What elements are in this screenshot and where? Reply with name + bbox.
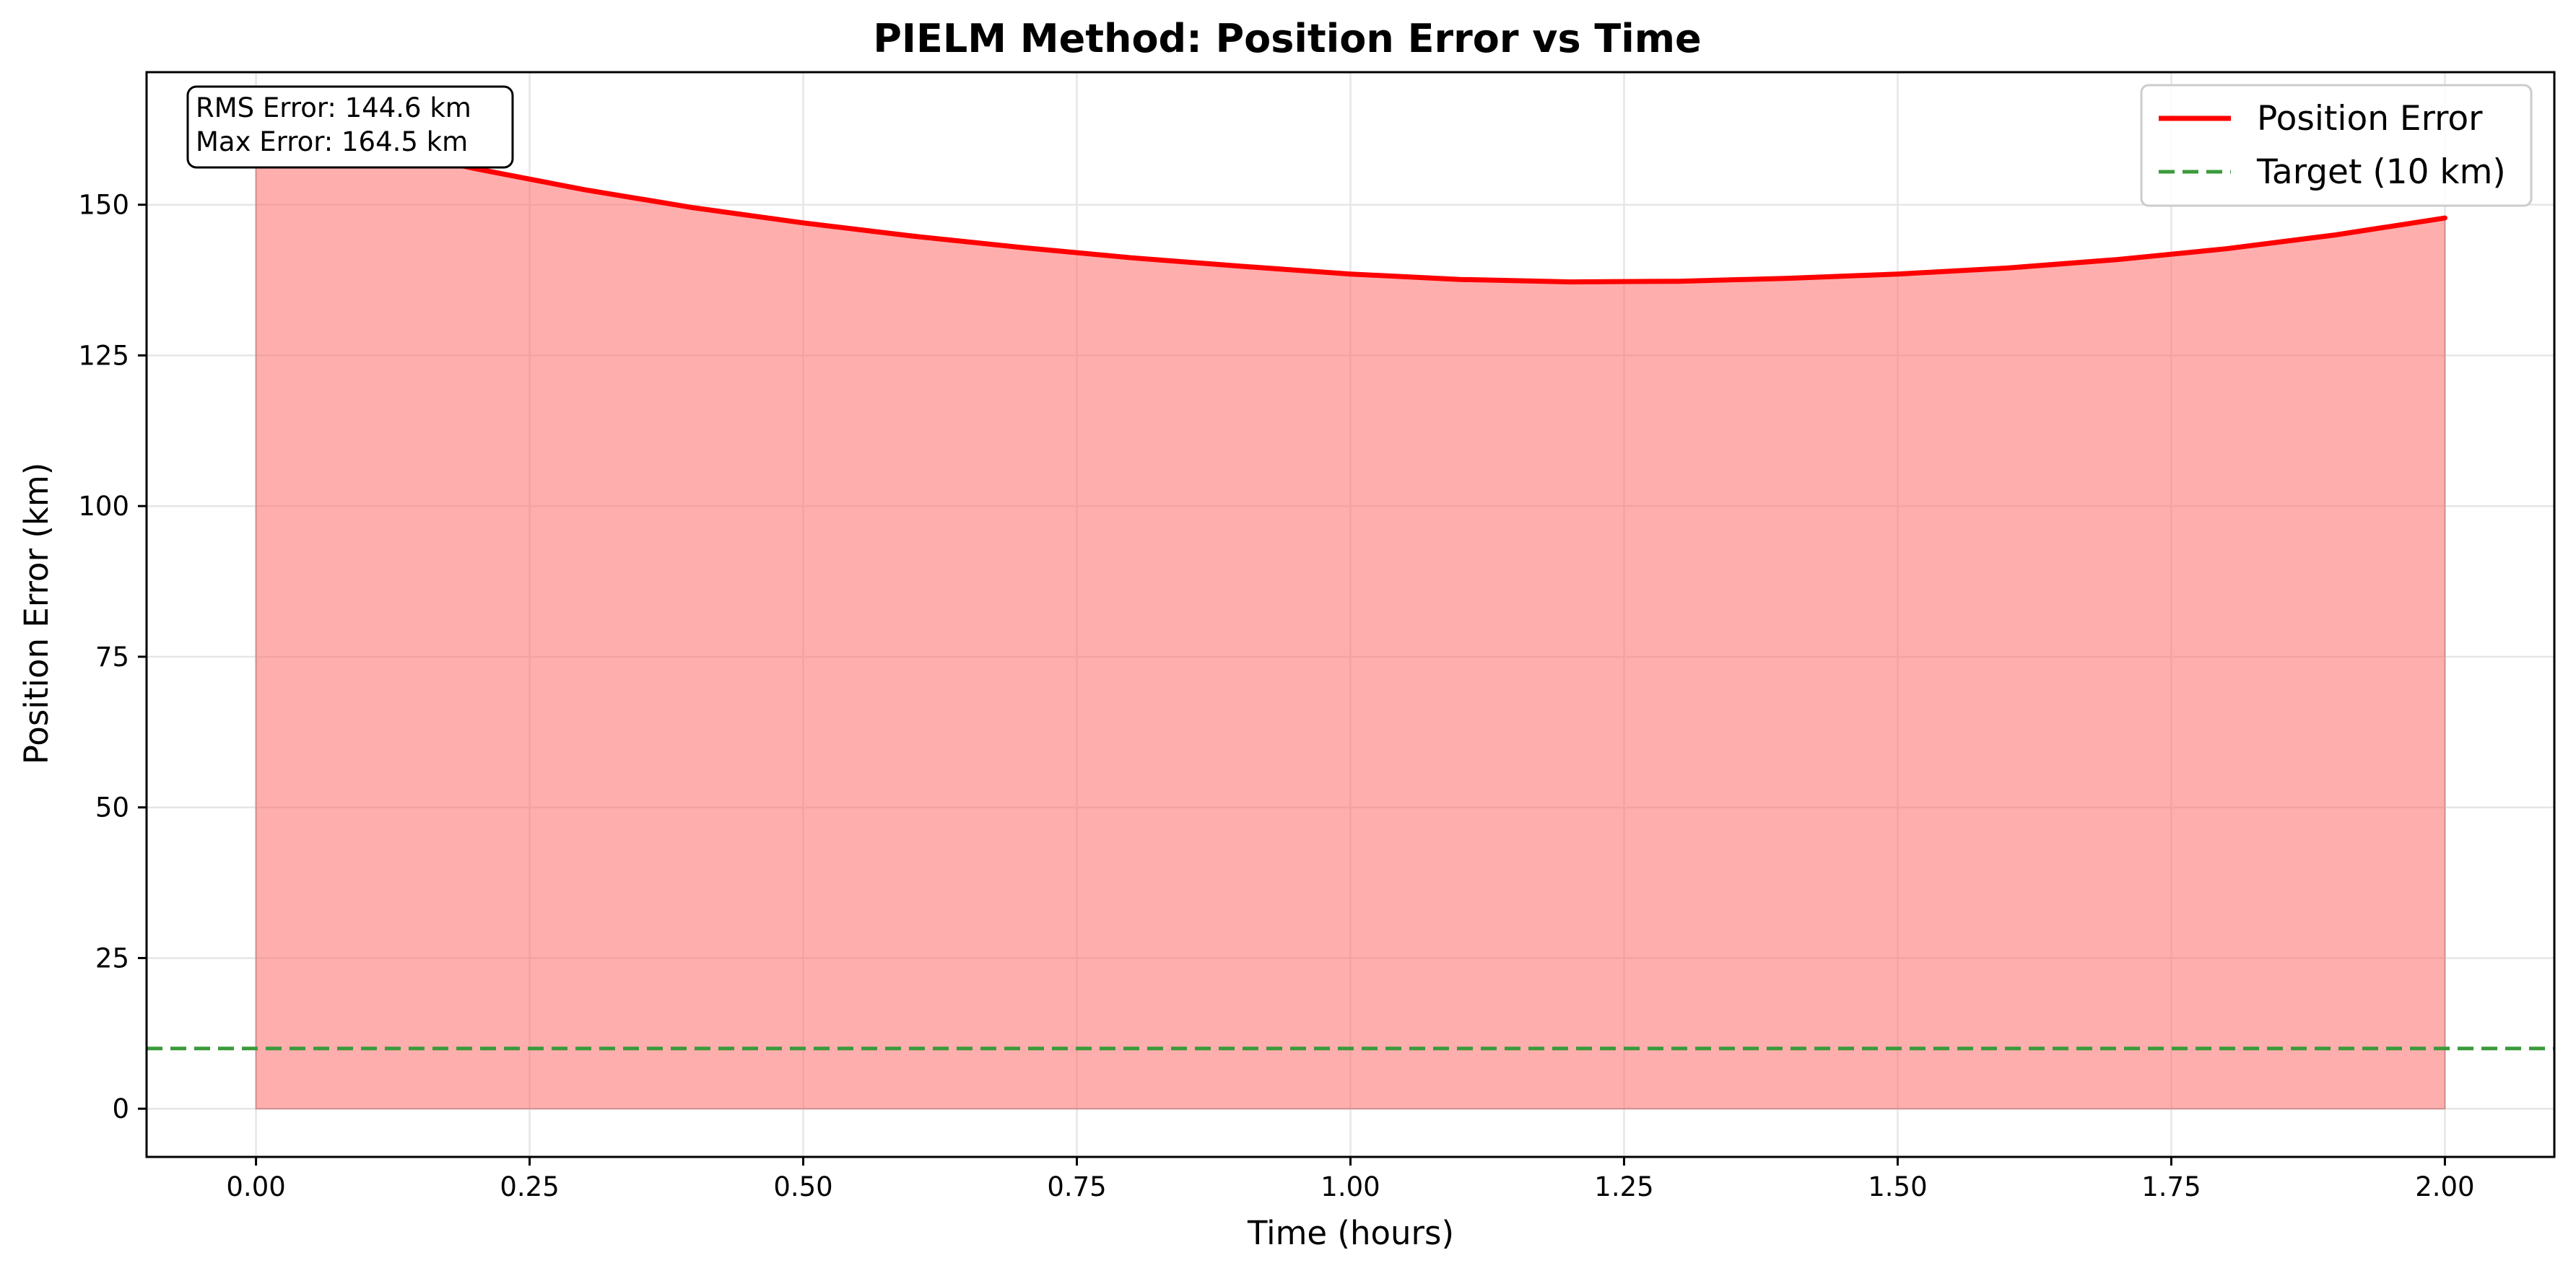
stats-max-text: Max Error: 164.5 km: [196, 126, 468, 157]
stats-rms-text: RMS Error: 144.6 km: [196, 92, 471, 123]
legend-label-target: Target (10 km): [2256, 152, 2506, 192]
x-tick-label: 1.50: [1868, 1171, 1927, 1202]
stats-box: RMS Error: 144.6 km Max Error: 164.5 km: [186, 85, 514, 169]
x-tick-label: 0.50: [773, 1171, 832, 1202]
y-tick-label: 50: [95, 792, 129, 823]
y-axis-label: Position Error (km): [17, 463, 56, 765]
line-layer: [147, 115, 2554, 1051]
y-tick-label: 100: [78, 491, 129, 522]
y-tick-label: 150: [78, 190, 129, 221]
x-tick-label: 0.75: [1047, 1171, 1106, 1202]
x-axis-label: Time (hours): [1247, 1214, 1454, 1252]
tick-layer: 0.00 0.25 0.50 0.75 1.00 1.25 1.50 1.75 2.00 0 25 5…: [78, 190, 2474, 1202]
x-tick-label: 0.00: [226, 1171, 285, 1202]
legend-frame: [2140, 84, 2533, 207]
chart-title: PIELM Method: Position Error vs Time: [873, 16, 1701, 61]
x-tick-label: 1.25: [1594, 1171, 1653, 1202]
stats-box-frame: [186, 85, 514, 169]
legend-label-position-error: Position Error: [2257, 99, 2483, 139]
y-tick-label: 25: [95, 943, 129, 974]
x-tick-label: 0.25: [500, 1171, 559, 1202]
x-tick-label: 1.75: [2141, 1171, 2201, 1202]
y-tick-label: 75: [95, 642, 129, 673]
x-tick-label: 2.00: [2415, 1171, 2474, 1202]
y-tick-label: 125: [78, 340, 129, 371]
legend: Position Error Target (10 km): [2140, 84, 2533, 207]
x-tick-label: 1.00: [1320, 1171, 1380, 1202]
position-error-line: [253, 115, 2447, 285]
y-tick-label: 0: [112, 1093, 129, 1124]
